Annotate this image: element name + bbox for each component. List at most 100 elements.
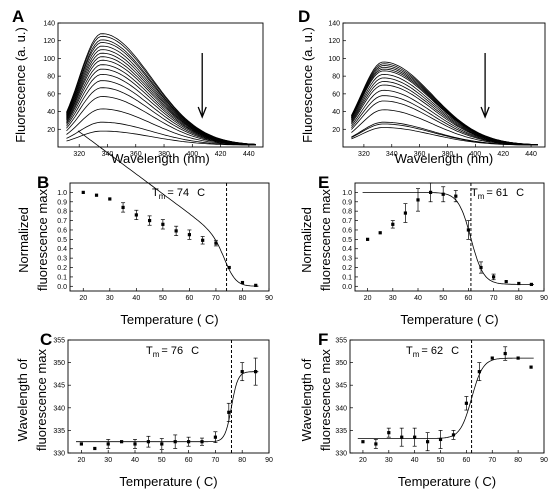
panel-d-x-tick-label: 400 <box>470 151 482 158</box>
panel-f-x-tick-label: 30 <box>385 457 393 464</box>
panel-f-plot-frame <box>349 339 545 454</box>
panel-f-tm-symbol: T <box>406 345 413 357</box>
panel-b-data-point <box>161 222 165 226</box>
panel-c-fit-curve <box>76 371 259 443</box>
panel-d-x-tick-label: 340 <box>386 151 398 158</box>
panel-b-y-tick-label: 0.0 <box>57 284 67 291</box>
panel-f-x-tick-label: 70 <box>488 457 496 464</box>
panel-c-x-tick-label: 20 <box>78 457 86 464</box>
panel-f-data-point <box>438 437 443 442</box>
panel-b-x-tick-label: 30 <box>106 295 114 302</box>
panel-f-x-tick-label: 80 <box>514 457 522 464</box>
panel-c-tm-subscript: m <box>153 350 160 359</box>
panel-e-data-point <box>391 222 395 226</box>
panel-f-data-point <box>413 435 417 439</box>
panel-f-x-tick-label: 60 <box>463 457 471 464</box>
panel-c-x-tick-label: 70 <box>212 457 220 464</box>
panel-c-y-tick-label: 350 <box>53 360 65 367</box>
panel-a-y-axis-title: Fluorescence (a. u.) <box>13 27 28 143</box>
panel-c-data-point <box>146 440 150 444</box>
panel-e-y-tick-label: 0.5 <box>342 237 352 244</box>
panel-a-x-tick-label: 320 <box>73 151 85 158</box>
panel-e-x-tick-label: 60 <box>465 295 473 302</box>
panel-a-plot-frame <box>57 22 264 148</box>
panel-e-tm-value: = 61 <box>486 187 508 199</box>
panel-b-x-tick-label: 40 <box>132 295 140 302</box>
panel-c-x-tick-label: 80 <box>238 457 246 464</box>
panel-f-x-tick-label: 20 <box>359 457 367 464</box>
panel-b-data-point <box>201 238 205 242</box>
panel-e-data-point <box>366 237 370 241</box>
panel-e-tm-annotation: Tm = 61 C <box>471 187 524 201</box>
panel-f-data-point <box>426 440 430 444</box>
panel-d-plot-frame <box>342 22 546 148</box>
panel-b-data-point <box>121 205 125 210</box>
panel-f-y-axis-title-line2: fluorescence max <box>318 349 333 451</box>
panel-f-tm-subscript: m <box>413 350 420 359</box>
panel-a-x-tick-label: 420 <box>215 151 227 158</box>
panel-a-spectrum-curve <box>66 96 256 146</box>
panel-d-y-tick-label: 80 <box>332 74 340 81</box>
panel-d-panel-letter: D <box>298 7 310 26</box>
panel-b-data-point <box>254 283 258 287</box>
panel-b-data-point <box>187 233 191 237</box>
panel-c-data-point <box>160 442 164 446</box>
panel-c-data-point <box>200 440 204 444</box>
panel-f-data-point <box>516 356 520 360</box>
panel-e-tm-symbol: T <box>471 187 478 199</box>
panel-f-tm-value: = 62 <box>421 345 443 357</box>
panel-b-tm-annotation: Tm = 74 C <box>152 187 205 201</box>
panel-c-x-tick-label: 40 <box>131 457 139 464</box>
panel-a-y-tick-label: 140 <box>43 21 55 28</box>
panel-e-y-tick-label: 0.2 <box>342 265 352 272</box>
panel-c-data-point <box>79 442 83 446</box>
panel-f-x-tick-label: 40 <box>411 457 419 464</box>
panel-d-y-tick-label: 120 <box>328 38 340 45</box>
panel-f-tm-unit: C <box>451 345 459 357</box>
panel-c-data-point <box>227 410 231 414</box>
panel-f-y-tick-label: 340 <box>335 405 347 412</box>
panel-e-data-point <box>466 228 470 232</box>
panel-f-data-point <box>374 442 378 446</box>
panel-b-y-tick-label: 0.9 <box>57 199 67 206</box>
panel-f-y-axis-title: Wavelength of fluorescence max <box>299 349 333 451</box>
panel-a-x-tick-label: 380 <box>158 151 170 158</box>
panel-d-y-tick-label: 60 <box>332 91 340 98</box>
panel-D-emission-spectra: 320 340 360 380 400 420 440 20 40 60 80 100 120 140 D W… <box>298 7 546 166</box>
panel-f-y-tick-label: 330 <box>335 451 347 458</box>
panel-e-data-point <box>416 198 420 202</box>
panel-e-x-tick-label: 90 <box>540 295 548 302</box>
panel-e-data-point <box>479 265 483 270</box>
panel-b-data-point <box>240 280 245 285</box>
panel-e-data-point <box>403 211 407 215</box>
panel-e-x-tick-label: 30 <box>389 295 397 302</box>
panel-d-trend-arrow-head <box>480 106 490 119</box>
panel-b-data-point <box>81 190 85 194</box>
panel-A-emission-spectra: 320 340 360 380 400 420 440 20 40 60 80 100 120 140 A W… <box>12 7 264 166</box>
panel-e-plot-frame <box>354 182 545 292</box>
panel-b-data-point <box>174 229 178 233</box>
panel-b-x-tick-label: 80 <box>239 295 247 302</box>
panel-c-y-tick-label: 340 <box>53 405 65 412</box>
panel-f-data-point <box>451 433 456 437</box>
panel-f-y-axis-title-line1: Wavelength of <box>299 358 314 441</box>
panel-b-data-point <box>134 213 138 217</box>
panel-b-data-point <box>214 241 218 245</box>
panel-a-x-tick-label: 400 <box>186 151 198 158</box>
panel-d-y-tick-label: 100 <box>328 56 340 63</box>
panel-f-data-point <box>361 440 365 444</box>
panel-c-data-point <box>93 446 97 451</box>
panel-e-data-point <box>441 192 445 196</box>
panel-f-y-tick-label: 335 <box>335 428 347 435</box>
panel-a-y-tick-label: 60 <box>47 91 55 98</box>
panel-f-panel-letter: F <box>318 330 328 349</box>
panel-d-x-tick-label: 380 <box>442 151 454 158</box>
panel-B-normalized-fluorescence: 20 30 40 50 60 70 80 90 0.0 0.1 0.2 0.3 0.4 0.5 0.6 0.7… <box>16 130 273 327</box>
panel-e-x-tick-label: 50 <box>439 295 447 302</box>
panel-f-fit-curve <box>357 357 534 439</box>
panel-e-y-tick-label: 0.0 <box>342 284 352 291</box>
panel-d-x-tick-label: 440 <box>525 151 537 158</box>
panel-b-y-axis-title: Normalized fluorescence max <box>16 189 50 291</box>
panel-e-panel-letter: E <box>318 173 329 192</box>
